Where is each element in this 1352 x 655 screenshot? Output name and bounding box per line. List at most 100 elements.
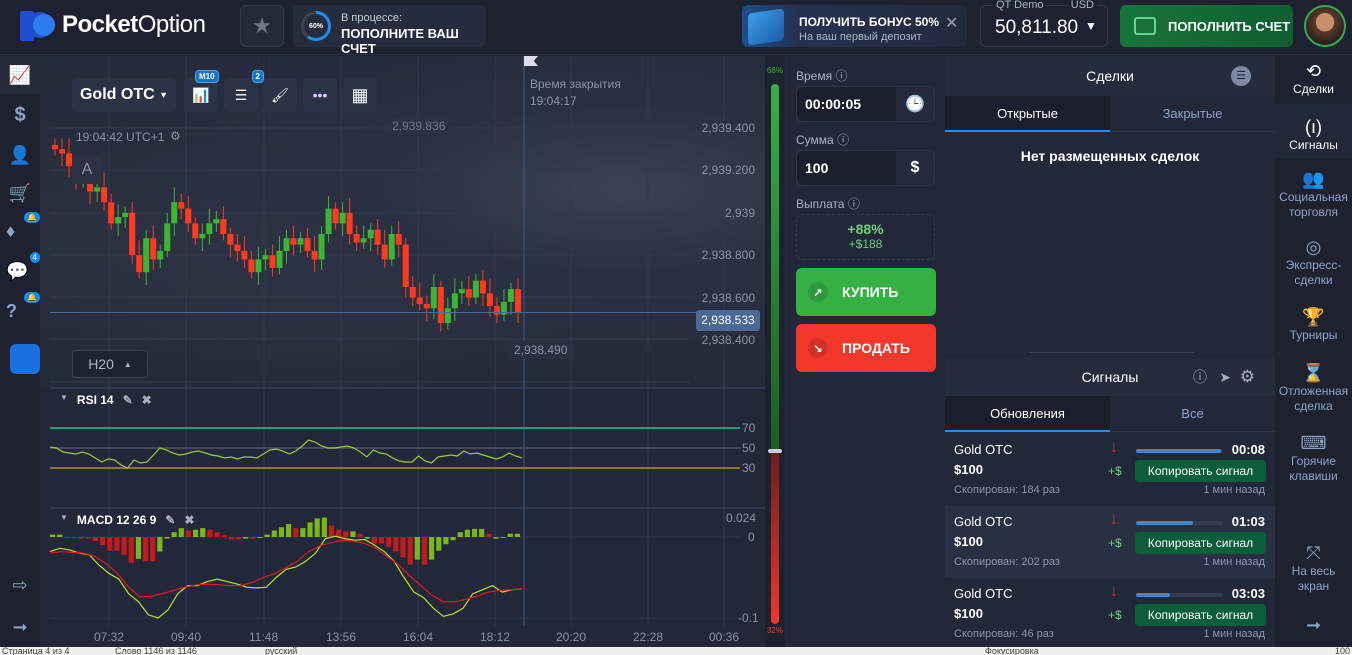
buy-button[interactable]: ↗ КУПИТЬ <box>796 268 936 316</box>
macd-histogram-bar <box>514 533 520 537</box>
candle <box>388 234 395 260</box>
pencil-icon[interactable]: ✎ <box>122 393 133 407</box>
more-button[interactable]: ••• <box>303 78 337 112</box>
signal-item: Gold OTC $100 Скопирован: 202 раз ↓ +$ 01:03 К… <box>945 506 1275 578</box>
logo-text[interactable]: PocketOption <box>62 11 206 39</box>
candle <box>192 223 199 239</box>
tab-closed[interactable]: Закрытые <box>1110 96 1275 132</box>
chart-area[interactable]: Gold OTC ▼ 📊 M10 ☰ 2 🖌 ••• ▦ Время закрыти… <box>40 56 765 647</box>
signal-age: 1 мин назад <box>1203 628 1265 640</box>
payout-percent: +88% <box>847 221 884 237</box>
sell-button[interactable]: ↘ ПРОДАТЬ <box>796 324 936 372</box>
avatar[interactable] <box>1304 5 1346 47</box>
left-sidebar: 📈 $ 👤 🛒 ♦ 🔔 💬 4 ? 🔔 ⇨ ➞ <box>0 56 40 647</box>
right-nav-keyboard[interactable]: ⌨ Горячие клавиши <box>1275 434 1352 484</box>
right-nav-users[interactable]: 👥 Социальная торговля <box>1275 170 1352 220</box>
rsi-header: ▼ RSI 14 ✎ ✖ <box>60 393 152 407</box>
candle <box>213 219 220 224</box>
collapse-icon[interactable]: ▼ <box>60 393 68 402</box>
status-language[interactable]: русский <box>265 647 298 655</box>
copy-signal-button[interactable]: Копировать сигнал <box>1135 532 1266 554</box>
macd-histogram-bar <box>85 537 91 539</box>
rsi-level-30: 30 <box>742 461 756 475</box>
drawing-button[interactable]: 🖌 <box>263 78 297 112</box>
copy-signal-button[interactable]: Копировать сигнал <box>1135 604 1266 626</box>
status-zoom[interactable]: 100 <box>1335 647 1351 655</box>
macd-histogram-bar <box>57 534 63 537</box>
zoom-label: H20 <box>88 356 114 372</box>
logout-button[interactable]: ⇨ <box>0 566 40 604</box>
currency-icon[interactable]: $ <box>896 151 934 185</box>
tab-open[interactable]: Открытые <box>945 96 1110 132</box>
layout-button[interactable]: ▦ <box>343 78 377 112</box>
sliders-icon: ☰ <box>234 86 248 103</box>
asset-selector[interactable]: Gold OTC ▼ <box>72 78 176 112</box>
close-icon[interactable]: ✕ <box>945 15 959 32</box>
copy-signal-button[interactable]: Копировать сигнал <box>1135 460 1266 482</box>
zoom-button[interactable]: H20 ▲ <box>72 350 148 378</box>
candle <box>353 234 360 243</box>
right-nav-trophy[interactable]: 🏆 Турниры <box>1275 308 1352 343</box>
gear-icon[interactable]: ⚙ <box>170 129 181 143</box>
tab-all[interactable]: Все <box>1110 396 1275 432</box>
list-icon[interactable]: ☰ <box>1231 66 1251 86</box>
x-tick: 07:32 <box>94 630 125 644</box>
right-nav-target[interactable]: ◎ Экспресс-сделки <box>1275 238 1352 288</box>
candle <box>234 244 241 251</box>
help-icon[interactable]: ⓘ <box>1193 369 1207 385</box>
sidebar-item-achievements[interactable]: ♦ 🔔 <box>0 212 40 250</box>
close-icon[interactable]: ✖ <box>141 393 152 407</box>
clock-icon[interactable]: 🕒 <box>896 87 934 121</box>
macd-histogram-bar <box>271 530 277 537</box>
sidebar-item-help[interactable]: ? 🔔 <box>0 292 40 330</box>
bonus-banner[interactable]: ПОЛУЧИТЬ БОНУС 50% На ваш первый депозит… <box>742 5 967 47</box>
chart-type-button[interactable]: 📊 M10 <box>184 70 219 112</box>
status-focus[interactable]: Фокусировка <box>985 647 1039 655</box>
macd-histogram-bar <box>321 517 327 537</box>
annotation-marker[interactable]: A <box>72 156 102 184</box>
time-value: 00:00:05 <box>805 96 862 112</box>
telegram-icon[interactable]: ➤ <box>1219 369 1231 385</box>
pencil-icon[interactable]: ✎ <box>165 513 176 527</box>
collapse-button[interactable]: ➞ <box>0 608 40 646</box>
macd-histogram-bar <box>378 537 385 544</box>
deposit-progress[interactable]: 60% В процессе: ПОПОЛНИТЕ ВАШ СЧЕТ <box>293 5 486 56</box>
time-input[interactable]: 00:00:05 🕒 <box>796 86 935 122</box>
cart-icon: 🛒 <box>8 182 32 203</box>
divider <box>1029 352 1194 353</box>
gift-icon <box>748 8 784 46</box>
chart-svg[interactable] <box>40 56 765 647</box>
candle <box>493 306 500 315</box>
sidebar-item-chat[interactable]: 💬 4 <box>0 252 40 290</box>
tab-updates[interactable]: Обновления <box>945 396 1110 432</box>
favorites-button[interactable]: ★ <box>240 5 284 47</box>
sidebar-item-market[interactable]: 🛒 <box>0 174 40 212</box>
close-icon[interactable]: ✖ <box>184 513 195 527</box>
candle <box>283 238 290 251</box>
account-selector[interactable]: QT Demo USD 50,811.80 ▼ <box>980 0 1108 47</box>
macd-histogram-bar <box>350 531 356 537</box>
sidebar-item-profile[interactable]: 👤 <box>0 136 40 174</box>
candle <box>241 250 248 260</box>
buy-label: КУПИТЬ <box>842 284 899 300</box>
right-nav-signal[interactable]: (ı) Сигналы <box>1275 118 1352 153</box>
right-nav-fullscreen[interactable]: ⤧ На весь экран <box>1275 544 1352 594</box>
app-icon[interactable] <box>10 344 40 374</box>
sidebar-item-trading[interactable]: 📈 <box>0 56 40 94</box>
amount-input[interactable]: 100 $ <box>796 150 935 186</box>
candle <box>346 212 353 234</box>
sidebar-item-finance[interactable]: $ <box>0 96 40 134</box>
right-nav-hourglass[interactable]: ⌛ Отложенная сделка <box>1275 364 1352 414</box>
macd-histogram-bar <box>264 534 270 537</box>
right-nav-label: Сигналы <box>1289 138 1338 152</box>
sentiment-handle[interactable] <box>768 449 782 454</box>
collapse-arrow-icon[interactable]: ➞ <box>1305 615 1322 635</box>
collapse-icon[interactable]: ▼ <box>60 513 68 522</box>
indicators-button[interactable]: ☰ 2 <box>224 70 264 112</box>
right-nav-history[interactable]: ⟲ Сделки <box>1275 62 1352 97</box>
macd-histogram-bar <box>64 537 70 538</box>
gear-icon[interactable]: ⚙ <box>1239 367 1255 386</box>
deposit-button[interactable]: ПОПОЛНИТЬ СЧЕТ <box>1120 5 1293 47</box>
macd-label: MACD 12 26 9 <box>76 513 157 527</box>
candle <box>171 202 178 224</box>
